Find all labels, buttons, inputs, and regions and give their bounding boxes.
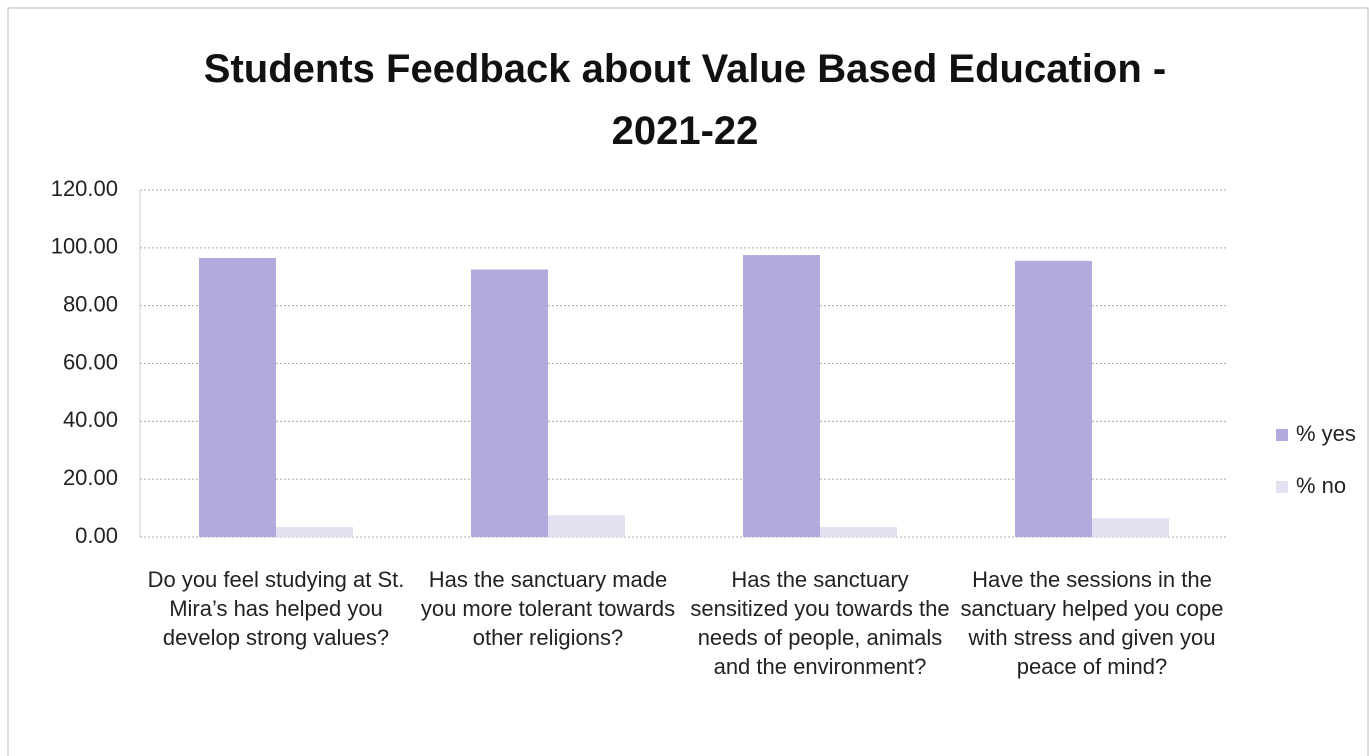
y-tick-label: 80.00 [63, 291, 118, 316]
bar [548, 515, 625, 537]
legend-swatch [1276, 481, 1288, 493]
bar [1015, 260, 1092, 537]
y-tick-label: 100.00 [51, 234, 118, 259]
y-tick-label: 0.00 [75, 523, 118, 548]
y-tick-label: 60.00 [63, 349, 118, 374]
y-tick-label: 120.00 [51, 176, 118, 201]
bar [471, 269, 548, 537]
y-tick-label: 40.00 [63, 407, 118, 432]
bar [1092, 518, 1169, 537]
legend-swatch [1276, 429, 1288, 441]
bar [743, 255, 820, 537]
legend-label: % no [1296, 473, 1346, 498]
bar [276, 526, 353, 537]
x-tick-label: Have the sessions in the sanctuary helpe… [960, 567, 1224, 679]
y-tick-label: 20.00 [63, 465, 118, 490]
x-tick-label: Has the sanctuary sensitized you towards… [690, 567, 950, 679]
chart-title: Students Feedback about Value Based Educ… [203, 47, 1167, 153]
legend-label: % yes [1296, 421, 1356, 446]
chart-border [7, 7, 1369, 756]
x-tick-label: Do you feel studying at St. Mira’s has h… [147, 567, 405, 650]
bar [199, 257, 276, 537]
bar [820, 526, 897, 537]
x-tick-label: Has the sanctuary made you more tolerant… [420, 567, 676, 650]
